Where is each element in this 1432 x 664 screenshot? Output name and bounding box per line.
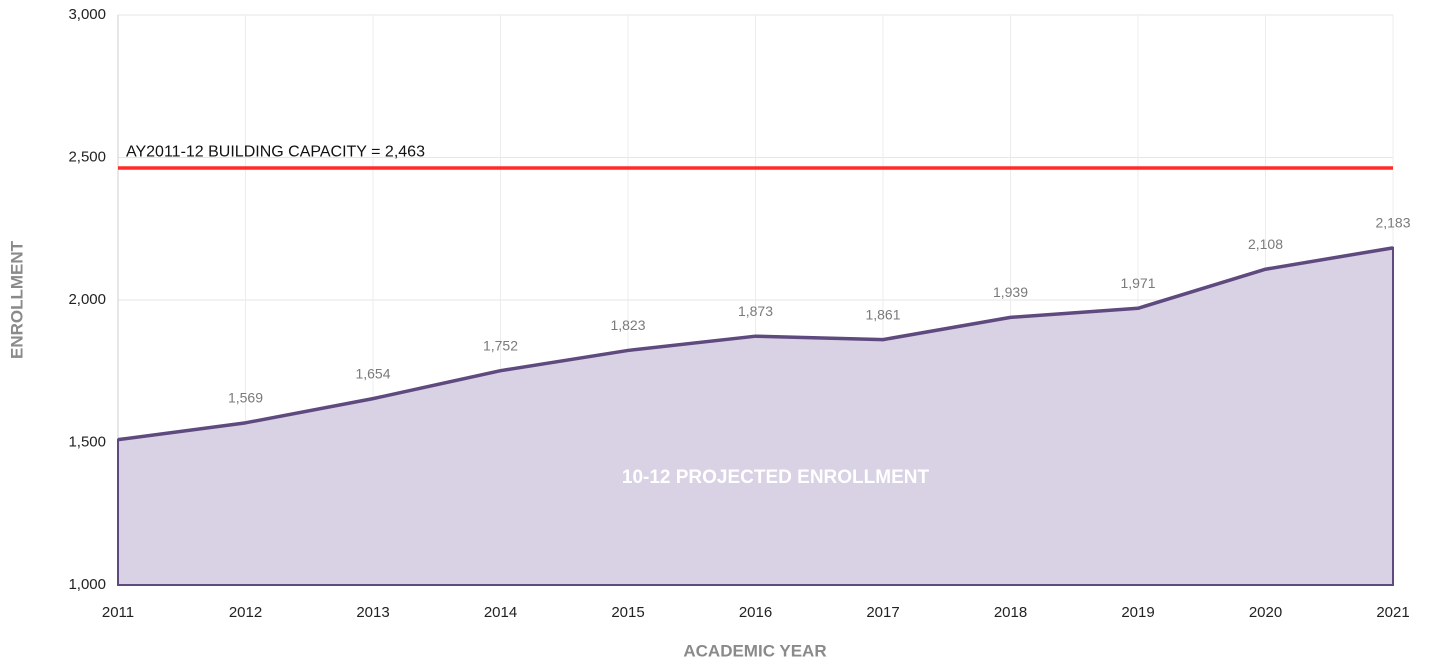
data-label: 1,569 xyxy=(228,390,263,406)
x-tick-label: 2014 xyxy=(484,604,517,621)
reference-label: AY2011-12 BUILDING CAPACITY = 2,463 xyxy=(126,143,425,160)
area-line xyxy=(117,246,1394,442)
y-tick-label: 3,000 xyxy=(68,6,106,23)
x-tick-label: 2018 xyxy=(994,604,1027,621)
data-label: 1,654 xyxy=(355,365,390,381)
x-tick-label: 2016 xyxy=(739,604,772,621)
data-label: 1,873 xyxy=(738,303,773,319)
data-label: 1,861 xyxy=(865,306,900,322)
y-tick-label: 2,500 xyxy=(68,148,106,165)
x-tick-label: 2012 xyxy=(229,604,262,621)
x-tick-label: 2020 xyxy=(1249,604,1282,621)
data-label: 2,183 xyxy=(1375,215,1410,231)
data-label: 1,971 xyxy=(1120,275,1155,291)
data-label: 1,752 xyxy=(483,337,518,353)
x-tick-label: 2015 xyxy=(611,604,644,621)
x-tick-label: 2017 xyxy=(866,604,899,621)
x-axis-title: ACADEMIC YEAR xyxy=(683,641,826,660)
y-tick-label: 1,000 xyxy=(68,576,106,593)
data-label: 1,823 xyxy=(610,317,645,333)
x-tick-label: 2013 xyxy=(356,604,389,621)
y-tick-label: 1,500 xyxy=(68,433,106,450)
data-label: 2,108 xyxy=(1248,236,1283,252)
x-tick-label: 2011 xyxy=(102,604,134,621)
y-axis-title: ENROLLMENT xyxy=(7,240,26,359)
y-tick-label: 2,000 xyxy=(68,291,106,308)
data-label: 1,939 xyxy=(993,284,1028,300)
x-tick-label: 2019 xyxy=(1121,604,1154,621)
x-tick-label: 2021 xyxy=(1376,604,1409,621)
series-label: 10-12 PROJECTED ENROLLMENT xyxy=(622,467,930,488)
